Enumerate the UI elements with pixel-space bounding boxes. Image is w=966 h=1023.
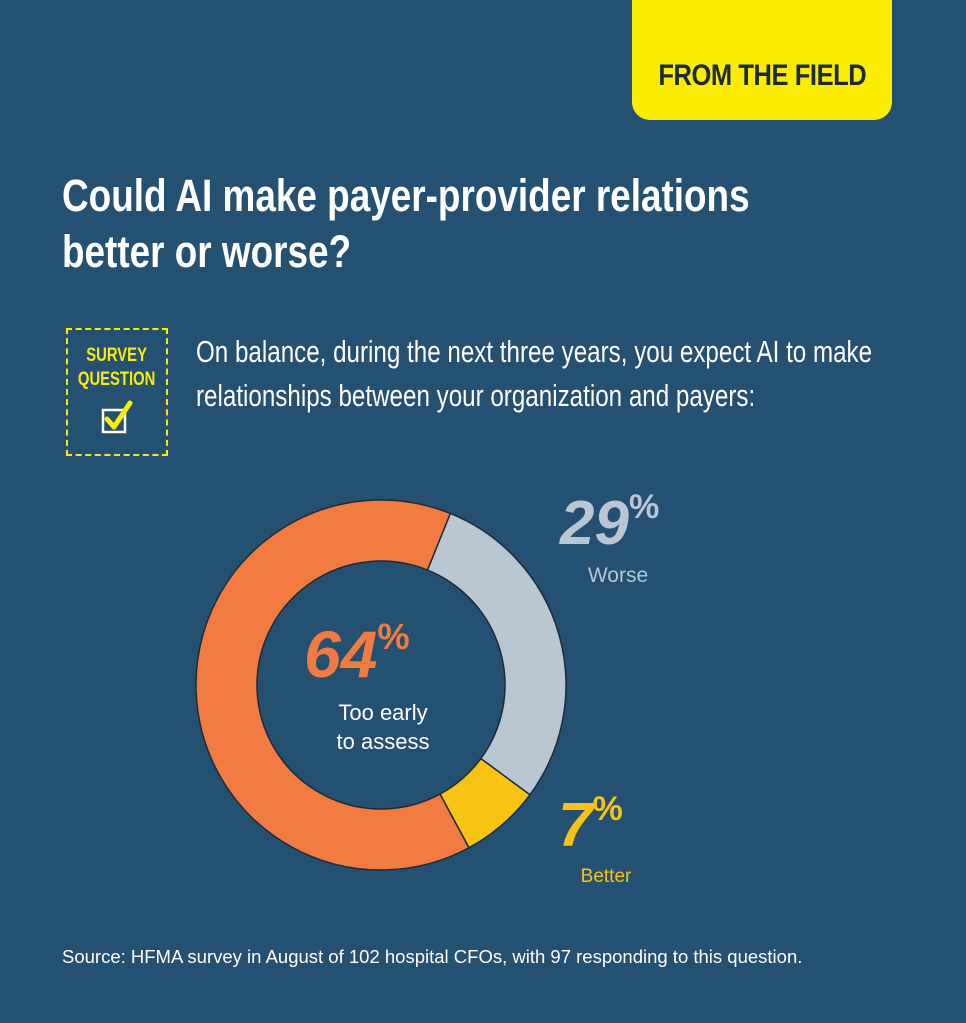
better-percent-label: 7% xyxy=(558,790,623,861)
worse-label: Worse xyxy=(587,564,649,587)
question-line-2: relationships between your organization … xyxy=(196,378,756,413)
from-the-field-tag: FROM THE FIELD xyxy=(632,0,892,120)
title-line-2: better or worse? xyxy=(62,226,352,277)
slice-worse xyxy=(426,512,567,796)
too-early-percent-symbol: % xyxy=(377,616,410,657)
survey-question-text: On balance, during the next three years,… xyxy=(196,330,882,418)
too-early-label: Too early to assess xyxy=(300,698,466,756)
worse-percent-symbol: % xyxy=(628,488,660,526)
better-percent-symbol: % xyxy=(592,790,623,828)
too-early-label-line-1: Too early xyxy=(338,700,428,725)
title-line-1: Could AI make payer-provider relations xyxy=(62,170,750,221)
page-title: Could AI make payer-provider relations b… xyxy=(62,168,750,280)
source-note: Source: HFMA survey in August of 102 hos… xyxy=(62,946,803,967)
survey-badge-line-1: SURVEY xyxy=(86,345,148,366)
too-early-percent-value: 64 xyxy=(304,617,378,691)
worse-percent-label: 29% xyxy=(560,488,659,559)
better-label: Better xyxy=(580,866,632,887)
better-percent-value: 7 xyxy=(558,791,593,860)
worse-percent-value: 29 xyxy=(560,489,629,558)
too-early-percent-label: 64% xyxy=(304,616,410,692)
survey-badge-label: SURVEY QUESTION xyxy=(78,344,155,392)
question-line-1: On balance, during the next three years,… xyxy=(196,334,873,369)
tag-label: FROM THE FIELD xyxy=(658,59,866,92)
survey-badge-line-2: QUESTION xyxy=(78,369,156,390)
checkbox-check-icon xyxy=(99,400,135,436)
slice-too-early xyxy=(195,499,471,871)
survey-question-badge: SURVEY QUESTION xyxy=(66,328,168,456)
too-early-label-line-2: to assess xyxy=(336,729,430,754)
